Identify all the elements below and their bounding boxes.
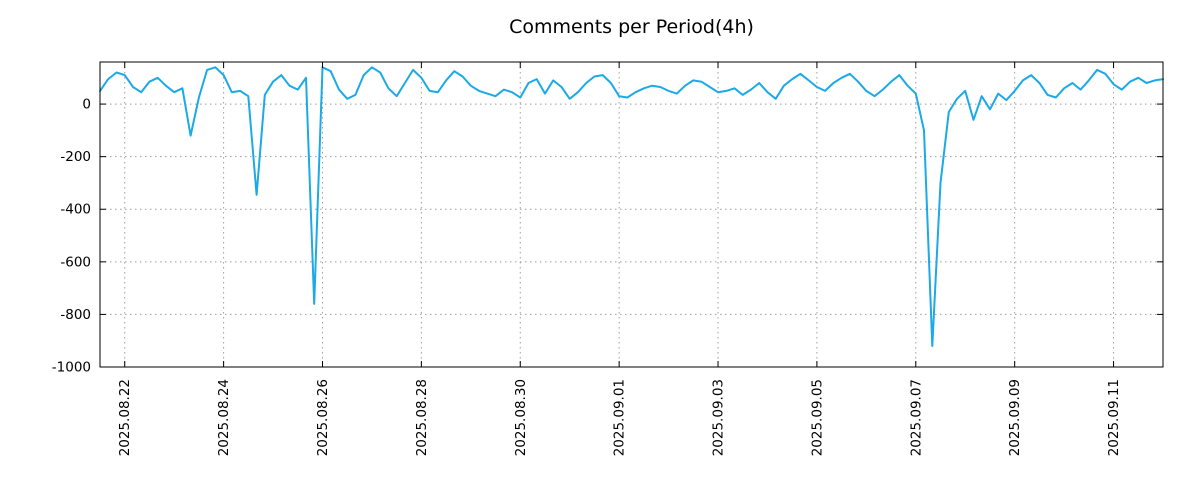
x-tick-label: 2025.08.22 [117, 379, 133, 456]
x-tick-label: 2025.09.09 [1007, 379, 1023, 456]
x-tick-label: 2025.09.05 [809, 379, 825, 456]
x-tick-label: 2025.08.26 [315, 379, 331, 456]
x-tick-label: 2025.09.01 [612, 379, 628, 456]
series-line [99, 66, 1164, 347]
y-tick-label: -1000 [52, 360, 91, 376]
y-tick-label: -400 [60, 202, 91, 218]
x-tick-label: 2025.08.30 [513, 379, 529, 456]
x-tick-label: 2025.09.03 [711, 379, 727, 456]
y-tick-label: -200 [60, 149, 91, 165]
x-tick-label: 2025.09.07 [908, 379, 924, 456]
x-tick-label: 2025.08.28 [414, 379, 430, 456]
y-tick-label: -800 [60, 307, 91, 323]
y-tick-label: -600 [60, 254, 91, 270]
x-tick-label: 2025.09.11 [1106, 379, 1122, 456]
y-tick-label: 0 [82, 97, 91, 113]
plot-border [99, 61, 1164, 368]
x-tick-label: 2025.08.24 [216, 379, 232, 456]
chart-title: Comments per Period(4h) [509, 16, 754, 38]
